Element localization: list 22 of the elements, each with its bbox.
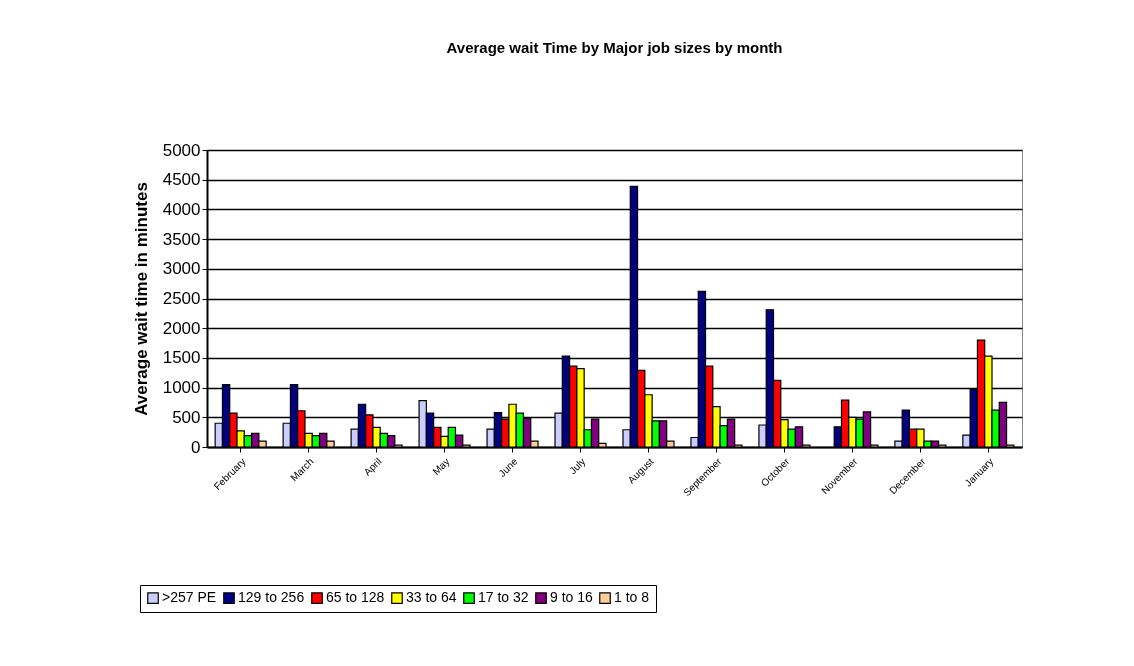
legend-label: 129 to 256 (238, 589, 305, 606)
y-tick-label: 3500 (162, 229, 201, 249)
legend-label: 17 to 32 (478, 589, 529, 606)
y-tick-label: 0 (191, 437, 201, 457)
legend-label: 65 to 128 (326, 589, 385, 606)
y-tick-label: 2000 (162, 318, 201, 338)
legend-label: >257 PE (162, 589, 217, 606)
y-tick-label: 4500 (162, 170, 201, 190)
y-tick-label: 500 (172, 407, 201, 427)
legend-label: 9 to 16 (550, 589, 594, 606)
y-tick-label: 4000 (162, 199, 201, 219)
y-tick-label: 1000 (162, 378, 201, 398)
y-tick-label: 1500 (162, 348, 201, 368)
legend-label: 33 to 64 (406, 589, 457, 606)
chart-title: Average wait Time by Major job sizes by month (446, 39, 783, 56)
y-tick-label: 3000 (162, 259, 201, 279)
y-tick-label: 5000 (162, 140, 201, 160)
y-tick-label: 2500 (162, 289, 201, 308)
legend-label: 1 to 8 (614, 589, 650, 606)
x-tick-label: May (430, 455, 452, 477)
x-tick-label: July (567, 455, 588, 477)
y-axis-title: Average wait time in minutes (131, 182, 151, 416)
